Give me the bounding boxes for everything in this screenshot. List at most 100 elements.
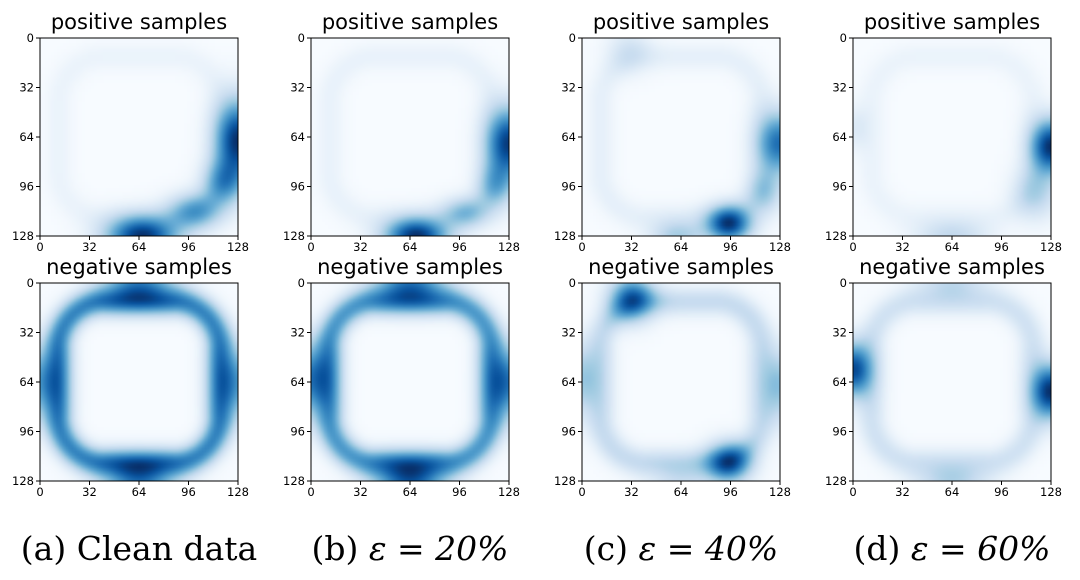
y-tick-label: 32	[832, 81, 847, 95]
caption-text: Clean data	[77, 529, 258, 568]
x-tick-label: 0	[36, 485, 43, 499]
heatmap-image	[311, 38, 509, 236]
x-tick-label: 0	[578, 240, 585, 254]
heatmap-image	[40, 283, 238, 481]
x-tick-label: 64	[945, 240, 960, 254]
x-tick-label: 96	[452, 240, 467, 254]
x-tick-label: 0	[36, 240, 43, 254]
x-tick-label: 32	[895, 240, 910, 254]
x-tick-label: 128	[769, 240, 791, 254]
x-tick-label: 128	[227, 240, 249, 254]
y-tick-label: 96	[19, 180, 34, 194]
x-tick-label: 128	[1040, 240, 1062, 254]
y-tick-label: 0	[27, 31, 34, 45]
y-tick-label: 64	[290, 130, 305, 144]
y-tick-label: 64	[561, 130, 576, 144]
panel-title: positive samples	[593, 10, 769, 34]
x-tick-label: 96	[181, 485, 196, 499]
heatmap-image	[582, 283, 780, 481]
y-tick-label: 0	[298, 276, 305, 290]
x-tick-label: 32	[82, 240, 97, 254]
x-tick-label: 64	[674, 240, 689, 254]
x-tick-label: 32	[353, 240, 368, 254]
y-tick-label: 32	[19, 326, 34, 340]
x-tick-label: 64	[132, 485, 147, 499]
y-tick-label: 96	[290, 180, 305, 194]
x-tick-label: 32	[895, 485, 910, 499]
x-tick-label: 32	[624, 240, 639, 254]
y-tick-label: 64	[832, 130, 847, 144]
x-tick-label: 128	[498, 240, 520, 254]
y-tick-label: 96	[561, 180, 576, 194]
panel-caption: (a) Clean data	[21, 529, 257, 568]
panel-title: positive samples	[322, 10, 498, 34]
y-tick-label: 64	[561, 375, 576, 389]
panel-title: negative samples	[588, 255, 774, 279]
y-tick-label: 64	[19, 130, 34, 144]
x-tick-label: 128	[498, 485, 520, 499]
panel-caption: (d) ε = 60%	[853, 529, 1050, 568]
heatmap-image	[853, 38, 1051, 236]
x-tick-label: 96	[181, 240, 196, 254]
caption-prefix: (c)	[584, 529, 639, 568]
x-tick-label: 64	[403, 485, 418, 499]
caption-prefix: (b)	[311, 529, 368, 568]
x-tick-label: 0	[849, 240, 856, 254]
y-tick-label: 0	[569, 31, 576, 45]
x-tick-label: 0	[307, 485, 314, 499]
y-tick-label: 0	[840, 31, 847, 45]
heatmap-image	[582, 38, 780, 236]
panel-title: positive samples	[51, 10, 227, 34]
x-tick-label: 64	[674, 485, 689, 499]
y-tick-label: 0	[840, 276, 847, 290]
x-tick-label: 32	[624, 485, 639, 499]
panel-caption: (c) ε = 40%	[584, 529, 778, 568]
x-tick-label: 96	[723, 240, 738, 254]
panel-title: negative samples	[46, 255, 232, 279]
y-tick-label: 32	[290, 81, 305, 95]
caption-math: ε = 40%	[639, 529, 779, 568]
y-tick-label: 96	[19, 425, 34, 439]
panel-title: positive samples	[864, 10, 1040, 34]
y-tick-label: 32	[290, 326, 305, 340]
y-tick-label: 64	[290, 375, 305, 389]
x-tick-label: 64	[132, 240, 147, 254]
x-tick-label: 128	[769, 485, 791, 499]
y-tick-label: 32	[19, 81, 34, 95]
y-tick-label: 128	[825, 229, 847, 243]
y-tick-label: 64	[832, 375, 847, 389]
x-tick-label: 32	[82, 485, 97, 499]
y-tick-label: 128	[12, 474, 34, 488]
y-tick-label: 96	[832, 425, 847, 439]
heatmap-image	[40, 38, 238, 236]
x-tick-label: 0	[849, 485, 856, 499]
heatmap-image	[853, 283, 1051, 481]
caption-math: ε = 20%	[369, 529, 509, 568]
x-tick-label: 96	[452, 485, 467, 499]
y-tick-label: 0	[27, 276, 34, 290]
caption-prefix: (d)	[853, 529, 910, 568]
y-tick-label: 128	[12, 229, 34, 243]
heatmap-image	[311, 283, 509, 481]
y-tick-label: 128	[825, 474, 847, 488]
x-tick-label: 128	[227, 485, 249, 499]
x-tick-label: 128	[1040, 485, 1062, 499]
y-tick-label: 32	[561, 81, 576, 95]
x-tick-label: 0	[307, 240, 314, 254]
x-tick-label: 96	[723, 485, 738, 499]
panel-title: negative samples	[859, 255, 1045, 279]
y-tick-label: 96	[561, 425, 576, 439]
y-tick-label: 96	[290, 425, 305, 439]
y-tick-label: 32	[561, 326, 576, 340]
y-tick-label: 64	[19, 375, 34, 389]
x-tick-label: 96	[994, 240, 1009, 254]
y-tick-label: 0	[569, 276, 576, 290]
